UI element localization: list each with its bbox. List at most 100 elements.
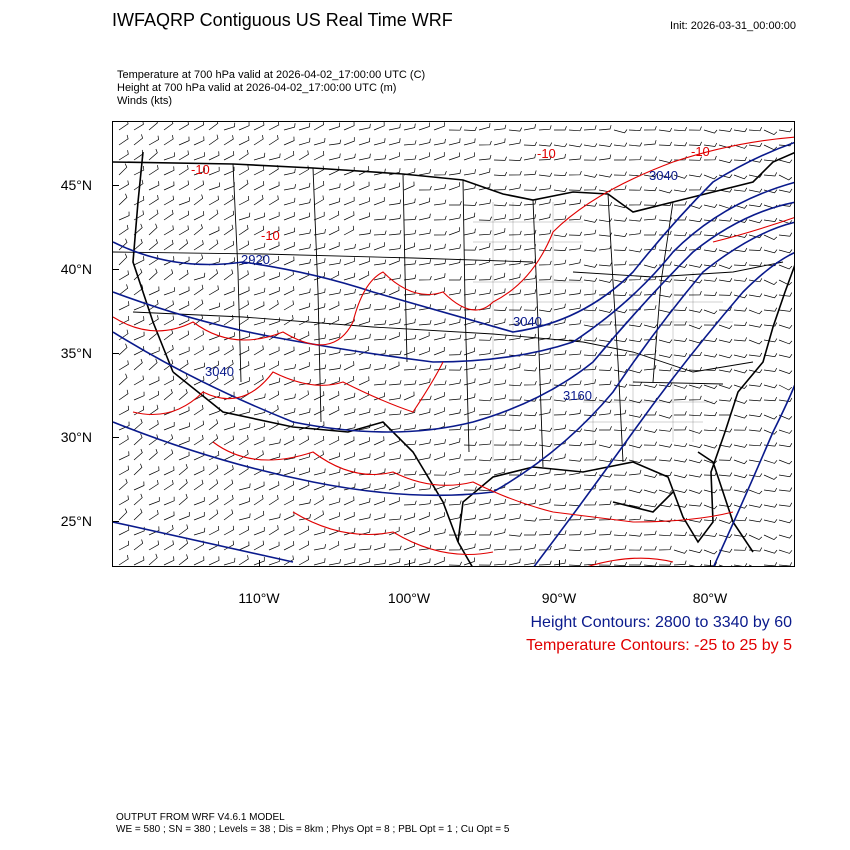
wind-barb [538,348,551,356]
wind-barb [688,444,703,448]
wind-barb [553,215,567,221]
wind-barb [613,457,628,462]
wind-barb [358,181,370,191]
wind-barb [178,388,188,401]
wind-barb [223,494,234,506]
wind-barb [613,499,627,506]
wind-barb [238,483,251,491]
wind-barb [298,452,311,461]
wind-barb [643,140,657,146]
wind-barb [538,172,553,177]
wind-barb [358,346,370,356]
wind-barb [523,424,537,431]
wind-barb [133,179,144,191]
wind-barb [568,350,582,356]
wind-barb [283,123,296,131]
wind-barb [658,414,673,419]
wind-barb [658,503,673,508]
wind-barb [733,204,748,209]
wind-barb [358,483,371,491]
wind-barb [523,244,536,251]
wind-barb [508,156,522,161]
wind-barb [599,426,612,431]
lat-tick-45 [112,185,119,186]
wind-barb [193,497,205,506]
wind-barb [448,408,461,416]
wind-barb [703,217,718,222]
wind-barb [493,306,507,311]
wind-barb [463,212,476,221]
wind-barb [313,450,324,461]
wind-barb [568,276,582,281]
wind-barb [133,284,144,296]
wind-barb [148,448,158,461]
wind-barb [178,269,189,281]
wind-barb [148,553,158,566]
wind-barb [373,542,386,551]
wind-barb [313,180,325,191]
wind-barb [268,211,280,221]
wind-barb [403,304,417,311]
wind-barb [343,304,356,311]
wind-barb [718,188,733,193]
wind-barb [298,198,311,206]
wind-barb [163,422,175,431]
wind-barb [343,375,355,386]
wind-barb [343,137,355,146]
wind-barb [718,456,732,461]
height-contour-3220 [713,384,794,566]
wind-barb [433,512,445,521]
wind-barb [388,302,401,311]
wind-barb [148,510,159,521]
wind-barb [388,123,401,131]
wind-barb [538,443,553,447]
wind-barb [748,473,763,478]
wind-barb [373,392,385,401]
wind-barb [778,534,793,539]
wind-barb [523,484,536,491]
wind-barb [328,559,341,566]
wind-barb [763,459,778,464]
wind-barb [793,565,794,566]
wind-barb [733,474,748,479]
wind-barb [688,563,703,566]
wind-barb [313,288,326,296]
wind-barb [793,130,794,131]
wind-barb [688,279,703,284]
wind-barb [403,424,417,431]
wind-barb [658,443,673,448]
wind-barb [613,142,628,147]
wind-barb [748,173,763,178]
wind-barb [388,182,401,191]
wind-barb [388,380,402,386]
wind-barb [163,345,174,356]
wind-barb [448,244,461,251]
wind-barb [388,394,402,401]
wind-barb [493,214,507,221]
wind-barb [193,194,204,206]
field-temperature: Temperature at 700 hPa valid at 2026-04-… [117,69,426,81]
wind-barb [223,166,235,176]
wind-barb [178,524,189,536]
wind-barb [553,246,567,251]
wind-barb [748,234,763,239]
wind-barb [778,307,793,312]
wind-barb [238,449,249,461]
wind-barb [433,199,447,206]
wind-barb [163,209,174,221]
wind-barb [793,460,794,461]
wind-barb [133,433,143,446]
wind-barb [208,134,219,146]
wind-barb [643,428,658,433]
wind-barb [583,545,597,551]
wind-barb [163,388,173,401]
wind-barb [463,152,475,161]
wind-barb [253,465,264,476]
wind-barb [778,459,793,465]
wind-barb [283,242,295,251]
wind-barb [163,300,174,311]
wind-barb [613,409,627,416]
wind-barb [583,440,597,446]
wind-barb [553,453,566,461]
wind-barb [553,544,566,551]
